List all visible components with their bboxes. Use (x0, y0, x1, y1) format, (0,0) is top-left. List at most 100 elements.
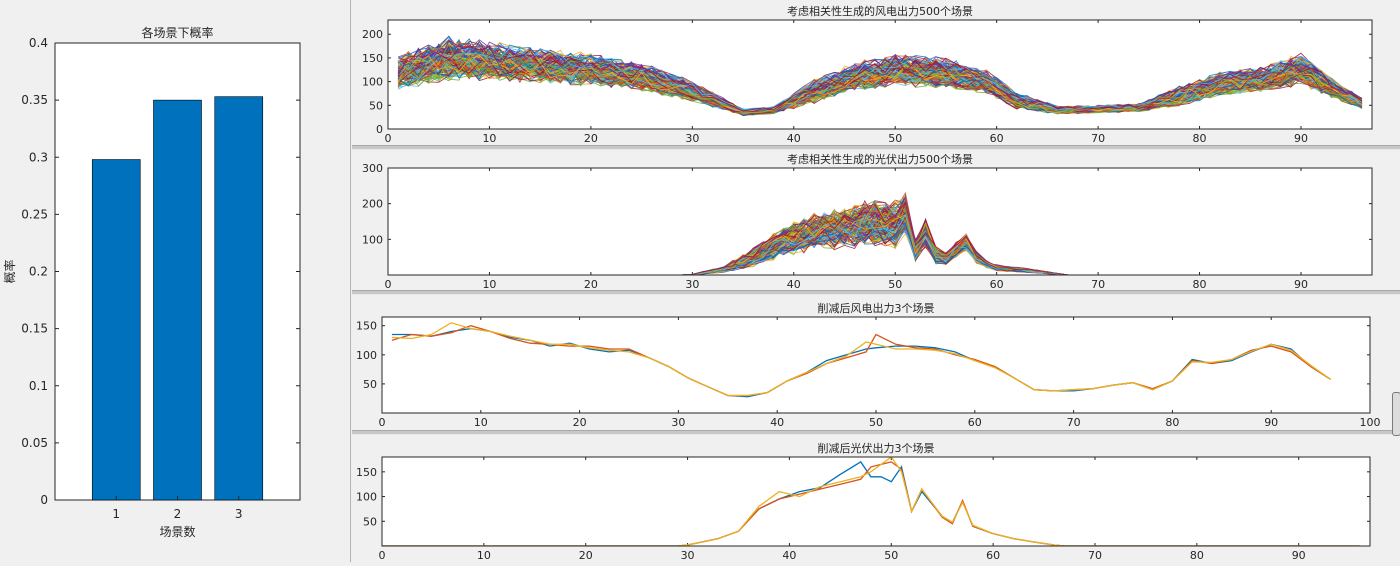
scenario-line (398, 222, 1362, 275)
scenario-line (397, 48, 1363, 111)
axes-frame (381, 456, 1371, 547)
x-tick-label: 50 (888, 132, 902, 145)
scenario-line-3 (391, 322, 1331, 397)
y-tick-label: 0.35 (21, 93, 48, 107)
scenario-line (398, 206, 1362, 275)
x-tick-label: 90 (1294, 278, 1308, 290)
scenario-lines (397, 35, 1363, 117)
chart-title: 考虑相关性生成的风电出力500个场景 (787, 4, 973, 18)
x-tick-label: 10 (477, 549, 491, 562)
y-tick-label: 50 (363, 515, 377, 528)
figure-divider[interactable] (352, 145, 1400, 150)
probability-bar-chart: 0 0.05 0.1 0.15 0.2 0.25 0.3 0.35 0.4 1 2 3 各场景下概率场景… (0, 0, 350, 562)
x-tick-label: 70 (1067, 416, 1081, 429)
x-tick-label: 40 (770, 416, 784, 429)
x-tick-label: 1 (112, 507, 120, 521)
x-tick-label: 0 (385, 132, 392, 145)
probability-figure: 0 0.05 0.1 0.15 0.2 0.25 0.3 0.35 0.4 1 2 3 各场景下概率 场景… (0, 0, 351, 562)
scenario-line (398, 214, 1362, 275)
y-tick-label: 50 (369, 99, 383, 112)
axes-frame (387, 19, 1373, 130)
y-tick-label: 0.4 (29, 36, 48, 50)
scenario-line-3 (382, 457, 1360, 546)
x-tick-label: 90 (1292, 549, 1306, 562)
x-tick-label: 80 (1190, 549, 1204, 562)
scenario-line (398, 219, 1362, 275)
pv-500-scenarios-figure: 0 10 20 30 40 50 60 70 80 90 100 200 300 考虑相关性生成的光伏出力… (352, 150, 1392, 291)
scenario-line (398, 228, 1362, 275)
x-tick-label: 70 (1088, 549, 1102, 562)
scenario-line (398, 218, 1362, 275)
scenario-line (398, 214, 1362, 275)
scenario-line (398, 204, 1362, 275)
y-axis-label: 概率 (2, 259, 17, 283)
scenario-line (398, 191, 1362, 275)
y-tick-label: 200 (362, 198, 383, 211)
x-tick-label: 50 (888, 278, 902, 290)
x-tick-label: 30 (671, 416, 685, 429)
y-tick-label: 0 (376, 123, 383, 136)
x-tick-label: 40 (787, 278, 801, 290)
x-tick-label: 70 (1091, 132, 1105, 145)
scenario-line (398, 205, 1362, 275)
x-tick-label: 50 (884, 549, 898, 562)
y-tick-label: 0.05 (21, 436, 48, 450)
scenario-line (398, 205, 1362, 275)
x-tick-label: 10 (474, 416, 488, 429)
bar (214, 96, 264, 501)
wind-3-scenarios-figure: 0 10 20 30 40 50 60 70 80 90 100 50 100 150 削减后风电出力3个场… (352, 295, 1392, 430)
y-tick-label: 100 (362, 233, 383, 246)
chart-title: 削减后光伏出力3个场景 (818, 441, 935, 455)
wind-500-scenarios-chart: 0 10 20 30 40 50 60 70 80 90 0 50 100 150 200 考虑相关性生成的风… (352, 0, 1392, 145)
x-tick-label: 30 (681, 549, 695, 562)
scenario-line (398, 204, 1362, 275)
figure-divider[interactable] (352, 290, 1400, 295)
pv-500-scenarios-chart: 0 10 20 30 40 50 60 70 80 90 100 200 300 考虑相关性生成的光伏出力… (352, 150, 1392, 291)
x-tick-label: 2 (174, 507, 182, 521)
x-tick-label: 60 (990, 278, 1004, 290)
x-tick-label: 60 (986, 549, 1000, 562)
scenario-line (398, 212, 1362, 275)
y-tick-label: 100 (356, 349, 377, 362)
y-tick-label: 150 (356, 466, 377, 479)
scenario-line (398, 223, 1362, 275)
scenario-line (398, 204, 1362, 275)
scenario-line (398, 201, 1362, 275)
bar (91, 159, 141, 501)
x-tick-label: 10 (482, 132, 496, 145)
figure-divider[interactable] (352, 430, 1400, 435)
y-tick-label: 150 (362, 52, 383, 65)
scenario-line (398, 223, 1362, 275)
scenario-line (398, 201, 1362, 275)
x-tick-label: 20 (573, 416, 587, 429)
x-tick-label: 80 (1193, 132, 1207, 145)
x-tick-label: 20 (584, 132, 598, 145)
y-tick-label: 0.1 (29, 379, 48, 393)
x-tick-label: 30 (685, 278, 699, 290)
x-tick-label: 50 (869, 416, 883, 429)
scenario-line (397, 40, 1363, 113)
scenario-line (398, 212, 1362, 275)
y-tick-label: 200 (362, 28, 383, 41)
x-tick-label: 30 (685, 132, 699, 145)
x-tick-label: 60 (990, 132, 1004, 145)
x-tick-label: 90 (1264, 416, 1278, 429)
y-tick-label: 150 (356, 320, 377, 333)
scenario-line (398, 221, 1362, 275)
scenario-line (398, 216, 1362, 275)
x-axis-label: 场景数 (159, 524, 195, 539)
scenario-line (398, 196, 1362, 275)
pv-3-scenarios-chart: 0 10 20 30 40 50 60 70 80 90 50 100 150 削减后光伏出力3个场景 (352, 435, 1392, 562)
y-tick-label: 0.2 (29, 265, 48, 279)
scrollbar-thumb[interactable] (1392, 392, 1400, 436)
y-tick-label: 0.15 (21, 322, 48, 336)
y-tick-label: 0.3 (29, 150, 48, 164)
pv-3-scenarios-figure: 0 10 20 30 40 50 60 70 80 90 50 100 150 削减后光伏出力3个场景 (352, 435, 1392, 562)
scenario-line (398, 206, 1362, 275)
plot-area (382, 317, 1370, 413)
x-tick-label: 0 (385, 278, 392, 290)
scenario-line (398, 201, 1362, 275)
scenario-line (397, 60, 1363, 115)
plot-area (382, 457, 1370, 546)
scenario-line (398, 198, 1362, 275)
